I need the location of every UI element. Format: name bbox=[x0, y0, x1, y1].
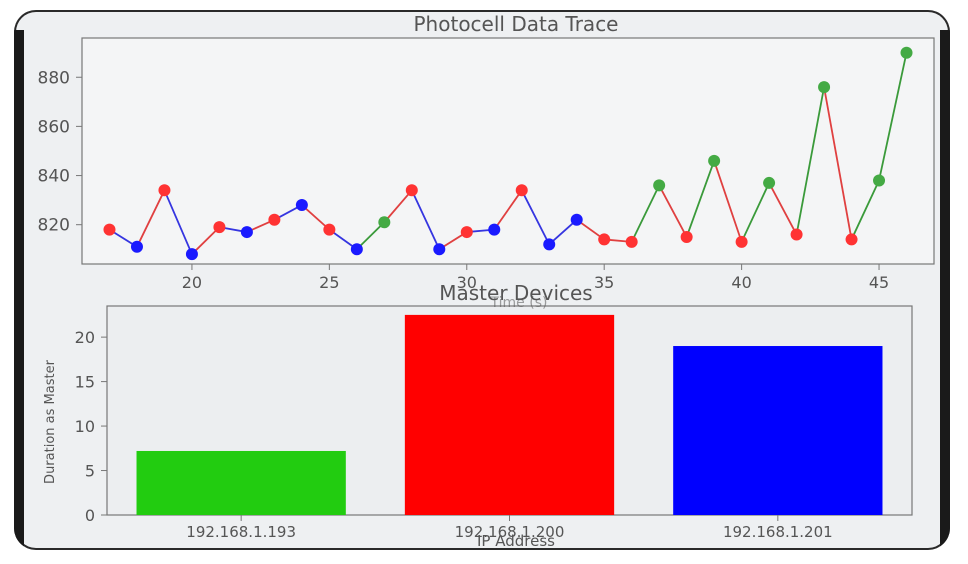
line-x-tick-label: 30 bbox=[457, 273, 477, 292]
line-point bbox=[158, 184, 171, 197]
line-segment bbox=[658, 184, 688, 238]
line-segment bbox=[740, 182, 770, 243]
line-chart-x-ticks: 20 25 30 35 40 45 bbox=[182, 264, 889, 292]
line-point bbox=[900, 46, 913, 59]
line-x-tick-label: 20 bbox=[182, 273, 202, 292]
bar-y-tick-label: 10 bbox=[75, 417, 95, 436]
line-point bbox=[570, 213, 583, 226]
charts-canvas: Photocell Data Trace 820 840 860 880 20 25 30… bbox=[38, 12, 935, 550]
line-chart: Photocell Data Trace 820 840 860 880 20 25 30… bbox=[38, 12, 935, 292]
bar-y-tick-label: 5 bbox=[85, 462, 95, 481]
line-point bbox=[323, 223, 336, 236]
line-chart-plot-area bbox=[81, 37, 935, 265]
line-point bbox=[185, 248, 198, 261]
line-point bbox=[488, 223, 501, 236]
line-point bbox=[515, 184, 528, 197]
line-point bbox=[708, 154, 721, 167]
line-y-tick-label: 820 bbox=[38, 216, 70, 236]
bar bbox=[673, 346, 883, 515]
line-segment bbox=[136, 189, 166, 248]
line-point bbox=[240, 226, 253, 239]
line-segment bbox=[850, 180, 880, 240]
line-chart-points bbox=[103, 46, 913, 261]
line-point bbox=[350, 243, 363, 256]
line-point bbox=[543, 238, 556, 251]
left-bezel bbox=[14, 30, 24, 550]
line-x-tick-label: 25 bbox=[319, 273, 339, 292]
line-segment bbox=[823, 86, 853, 240]
line-y-tick-label: 840 bbox=[38, 167, 70, 187]
line-segment bbox=[713, 160, 743, 243]
line-segment bbox=[410, 189, 441, 250]
bar-x-tick-label: 192.168.1.201 bbox=[723, 523, 833, 541]
line-chart-title: Photocell Data Trace bbox=[414, 12, 619, 36]
line-point bbox=[460, 226, 473, 239]
screen-frame: Photocell Data Trace 820 840 860 880 20 25 30… bbox=[14, 10, 950, 550]
bar-chart-bars bbox=[136, 314, 883, 515]
line-point bbox=[405, 184, 418, 197]
line-segment bbox=[301, 204, 330, 231]
line-segment bbox=[191, 226, 221, 255]
line-segment bbox=[493, 189, 523, 231]
line-segment bbox=[685, 160, 715, 238]
line-segment bbox=[630, 184, 660, 243]
line-chart-y-ticks: 820 840 860 880 bbox=[38, 68, 82, 236]
line-segment bbox=[356, 221, 385, 250]
line-point bbox=[378, 216, 391, 229]
line-point bbox=[130, 240, 143, 253]
line-point bbox=[625, 235, 638, 248]
line-point bbox=[103, 223, 116, 236]
line-segment bbox=[520, 189, 551, 245]
bar-y-tick-label: 0 bbox=[85, 506, 95, 525]
bar-x-tick-label: 192.168.1.193 bbox=[186, 523, 296, 541]
line-chart-xlabel: Time (s) bbox=[490, 295, 548, 311]
line-point bbox=[680, 230, 693, 243]
line-segment bbox=[548, 219, 578, 246]
bar-x-tick-label: 192.168.1.200 bbox=[455, 523, 565, 541]
bar-y-tick-label: 20 bbox=[75, 328, 95, 347]
bar-chart-x-ticks: 192.168.1.193 192.168.1.200 192.168.1.201 bbox=[186, 515, 833, 541]
line-point bbox=[213, 221, 226, 234]
line-point bbox=[818, 81, 831, 94]
bar bbox=[136, 450, 346, 515]
line-segment bbox=[795, 86, 825, 235]
line-y-tick-label: 860 bbox=[38, 117, 70, 137]
line-x-tick-label: 45 bbox=[869, 273, 889, 292]
line-segment bbox=[878, 52, 908, 181]
line-point bbox=[268, 213, 281, 226]
line-point bbox=[845, 233, 858, 246]
line-segment bbox=[163, 189, 193, 255]
line-point bbox=[653, 179, 666, 192]
line-point bbox=[295, 199, 308, 212]
line-point bbox=[735, 235, 748, 248]
line-point bbox=[433, 243, 446, 256]
right-bezel bbox=[940, 30, 950, 550]
line-y-tick-label: 880 bbox=[38, 68, 70, 88]
line-x-tick-label: 35 bbox=[594, 273, 614, 292]
bar-chart-xlabel: IP Address bbox=[477, 532, 555, 550]
line-point bbox=[598, 233, 611, 246]
bar bbox=[404, 314, 615, 515]
line-x-tick-label: 40 bbox=[731, 273, 751, 292]
line-point bbox=[763, 176, 776, 189]
bar-chart-ylabel: Duration as Master bbox=[43, 359, 58, 484]
line-point bbox=[790, 228, 803, 241]
bar-chart-y-ticks: 0 5 10 15 20 bbox=[75, 328, 107, 525]
bar-y-tick-label: 15 bbox=[75, 373, 95, 392]
line-point bbox=[873, 174, 886, 187]
line-segment bbox=[768, 182, 798, 235]
line-segment bbox=[383, 189, 413, 223]
bar-chart-title: Master Devices bbox=[439, 281, 592, 305]
